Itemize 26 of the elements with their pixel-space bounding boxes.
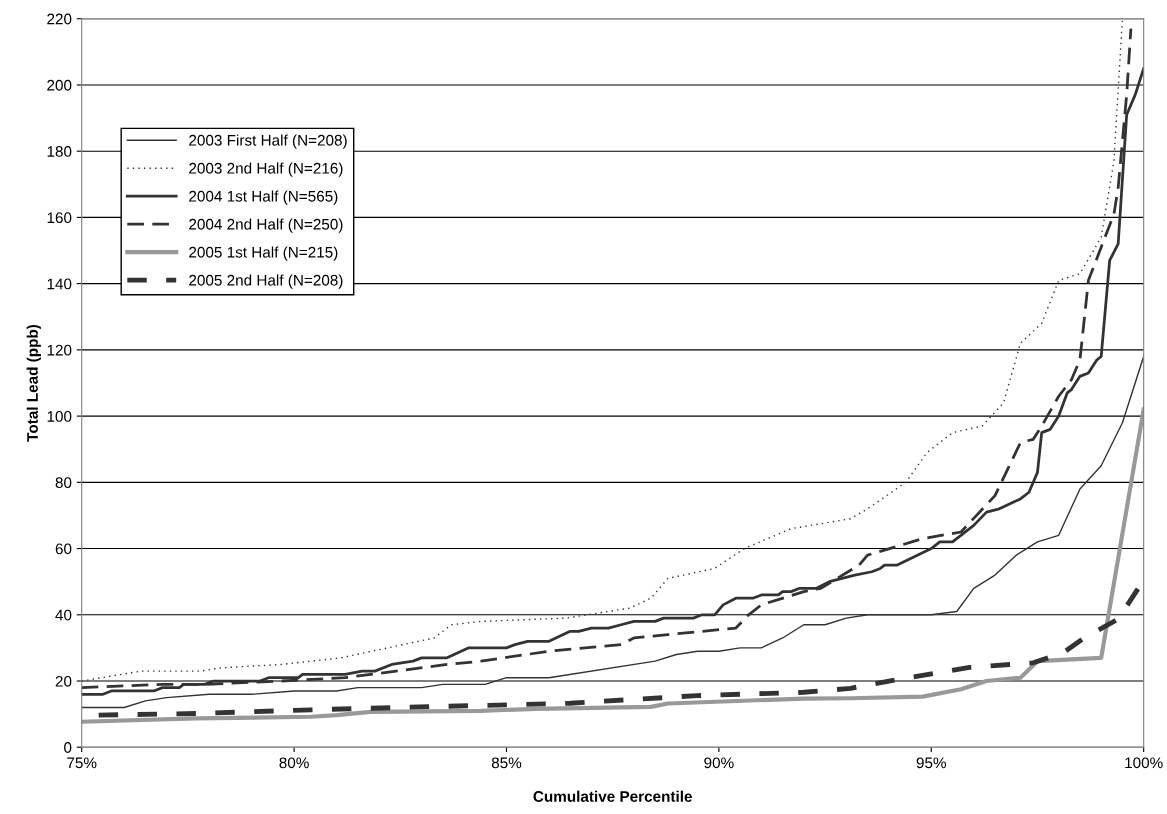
x-tick-label: 75% bbox=[67, 757, 97, 769]
y-tick-label: 120 bbox=[47, 344, 72, 356]
legend-label: 2005 1st Half (N=215) bbox=[189, 246, 338, 261]
y-tick-label: 200 bbox=[47, 79, 72, 91]
y-tick-label: 20 bbox=[55, 675, 72, 687]
x-axis-title: Cumulative Percentile bbox=[533, 790, 692, 802]
y-tick-label: 40 bbox=[55, 609, 72, 621]
y-tick-label: 60 bbox=[55, 543, 72, 555]
y-tick-label: 220 bbox=[47, 13, 72, 25]
legend-label: 2004 2nd Half (N=250) bbox=[189, 218, 343, 233]
y-tick-label: 180 bbox=[47, 146, 72, 157]
legend-label: 2003 First Half (N=208) bbox=[189, 134, 347, 149]
y-tick-label: 160 bbox=[47, 212, 72, 224]
legend-label: 2003 2nd Half (N=216) bbox=[189, 162, 343, 177]
x-tick-label: 85% bbox=[491, 757, 522, 769]
x-tick-label: 95% bbox=[916, 757, 947, 769]
y-tick-label: 140 bbox=[47, 278, 72, 290]
legend-label: 2004 1st Half (N=565) bbox=[189, 190, 338, 205]
y-axis-title: Total Lead (ppb) bbox=[26, 324, 41, 442]
legend-label: 2005 2nd Half (N=208) bbox=[189, 274, 343, 289]
x-tick-label: 80% bbox=[279, 757, 309, 769]
y-tick-label: 80 bbox=[55, 477, 72, 489]
y-tick-label: 0 bbox=[64, 742, 72, 753]
x-tick-label: 100% bbox=[1125, 757, 1163, 769]
x-tick-label: 90% bbox=[704, 757, 734, 769]
y-tick-label: 100 bbox=[47, 410, 72, 422]
